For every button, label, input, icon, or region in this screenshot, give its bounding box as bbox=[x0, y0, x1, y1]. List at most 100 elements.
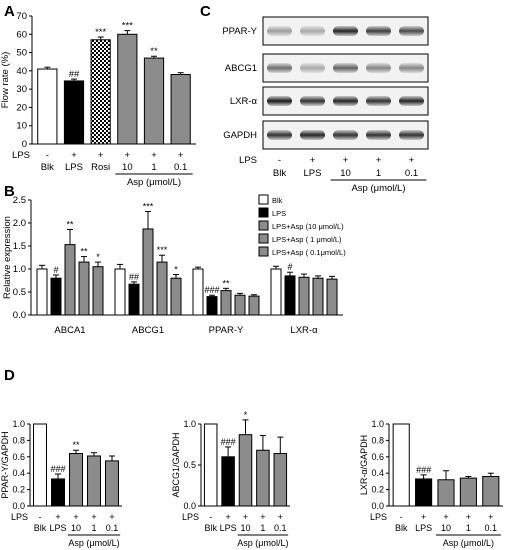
bar-ABCA1-2 bbox=[64, 244, 76, 316]
y-tick-label: 1.0 bbox=[13, 264, 26, 275]
bar-ABCA1-1 bbox=[50, 277, 62, 316]
category-label: Rosi bbox=[91, 162, 110, 173]
blot-band bbox=[365, 130, 392, 140]
bar-1 bbox=[256, 449, 270, 507]
y-axis-label: Flow rate (%) bbox=[0, 52, 11, 108]
legend-swatch bbox=[258, 207, 269, 218]
significance-mark: * bbox=[96, 252, 100, 262]
chart-d3: 0.00.20.40.60.81.0LXR-α/GAPDH-Blk###+LPS… bbox=[359, 419, 503, 548]
category-label: 0.1 bbox=[485, 523, 498, 533]
chart-d2: 0.00.51.0ABCG1/GAPDH-Blk###+LPS*+10+1+0.… bbox=[171, 410, 290, 548]
bar-0.1 bbox=[170, 74, 191, 145]
significance-mark: ### bbox=[416, 465, 431, 475]
bar-0.1 bbox=[105, 460, 119, 507]
blot-band bbox=[299, 26, 326, 36]
y-tick-label: 0.0 bbox=[183, 501, 196, 511]
significance-mark: *** bbox=[157, 245, 168, 255]
bar-PPAR-Υ-1 bbox=[206, 296, 218, 316]
bar-10 bbox=[117, 33, 138, 145]
bar-1 bbox=[87, 455, 101, 507]
bar-Blk bbox=[203, 423, 218, 507]
bar-LXR-α-4 bbox=[326, 278, 338, 316]
y-tick-label: 0.2 bbox=[371, 485, 384, 495]
y-tick-label: 0.0 bbox=[371, 501, 384, 511]
legend-label: LPS+Asp ( 0.1μmol/L) bbox=[272, 248, 346, 257]
lps-sign: + bbox=[98, 150, 104, 161]
y-tick-label: 30 bbox=[16, 84, 27, 95]
blot-band bbox=[266, 63, 293, 73]
bar-ABCA1-4 bbox=[92, 266, 104, 316]
lps-row-label: LPS bbox=[239, 155, 257, 166]
y-tick-label: 60 bbox=[16, 29, 27, 40]
y-tick-label: 1.0 bbox=[183, 419, 196, 429]
bar-LXR-α-3 bbox=[312, 277, 324, 316]
y-tick-label: 0.5 bbox=[183, 460, 196, 470]
category-label: 1 bbox=[466, 523, 471, 533]
blot-band bbox=[398, 26, 425, 36]
bar-0.1 bbox=[273, 453, 288, 507]
panel-label-a: A bbox=[4, 3, 15, 20]
y-tick-label: 0.0 bbox=[12, 501, 25, 511]
lps-sign: + bbox=[125, 150, 131, 161]
y-axis-label: ABCG1/GAPDH bbox=[171, 432, 181, 497]
blot-band bbox=[332, 130, 359, 140]
y-tick-label: 20 bbox=[16, 102, 27, 113]
panel-label-d: D bbox=[4, 367, 15, 384]
bar-LXR-α-2 bbox=[298, 276, 310, 316]
blot-band bbox=[266, 96, 293, 106]
y-tick-label: 0.8 bbox=[371, 435, 384, 445]
lps-row-label: LPS bbox=[12, 150, 30, 161]
panel-label-b: B bbox=[4, 183, 15, 200]
significance-mark: # bbox=[53, 265, 58, 275]
lps-sign: - bbox=[278, 155, 281, 166]
lps-row-label: LPS bbox=[182, 512, 199, 522]
asp-group-label: Asp (μmol/L) bbox=[351, 183, 405, 194]
western-blot-c: PPAR-Υ ABCG1 LXR-α GAPDH LPS - Blk + LPS +10 +1 +0.… bbox=[222, 16, 429, 194]
lps-sign: + bbox=[376, 155, 382, 166]
legend-swatch bbox=[258, 246, 269, 257]
blot-band bbox=[398, 63, 425, 73]
asp-group-label: Asp (μmol/L) bbox=[127, 177, 181, 188]
significance-mark: *** bbox=[143, 202, 154, 212]
chart-d1: 0.00.20.40.60.81.0PPAR-Υ/GAPDH-Blk###+LP… bbox=[0, 419, 122, 548]
legend-label: LPS+Asp (10 μmol/L) bbox=[272, 222, 344, 231]
lps-sign: + bbox=[243, 512, 248, 522]
lps-sign: + bbox=[71, 150, 77, 161]
bar-PPAR-Υ-2 bbox=[220, 290, 232, 316]
blot-band bbox=[332, 96, 359, 106]
legend-label: LPS+Asp ( 1 μmol/L) bbox=[272, 235, 342, 244]
bar-ABCA1-3 bbox=[78, 261, 90, 316]
category-label: LPS bbox=[65, 162, 83, 173]
blot-band bbox=[299, 63, 326, 73]
significance-mark: # bbox=[287, 262, 292, 272]
y-tick-label: 0.4 bbox=[371, 468, 384, 478]
y-tick-label: 0.6 bbox=[12, 452, 25, 462]
y-tick-label: 0.5 bbox=[13, 287, 26, 298]
lps-sign: + bbox=[91, 512, 96, 522]
lane-label: 1 bbox=[376, 168, 381, 179]
category-label: 1 bbox=[91, 523, 96, 533]
bar-Blk bbox=[392, 423, 410, 507]
bar-10 bbox=[238, 434, 253, 507]
category-label: Blk bbox=[395, 523, 408, 533]
significance-mark: *** bbox=[122, 21, 133, 32]
significance-mark: ** bbox=[222, 278, 230, 288]
lps-sign: + bbox=[466, 512, 471, 522]
bar-PPAR-Υ-4 bbox=[248, 295, 260, 316]
blot-band bbox=[365, 96, 392, 106]
lane-label: LPS bbox=[304, 168, 322, 179]
significance-mark: ### bbox=[204, 285, 219, 295]
category-label: LPS bbox=[415, 523, 432, 533]
bar-Blk bbox=[33, 423, 47, 507]
lps-sign: + bbox=[409, 155, 415, 166]
category-label: Blk bbox=[204, 523, 217, 533]
bar-LPS bbox=[221, 456, 235, 507]
significance-mark: * bbox=[174, 265, 178, 275]
blot-band bbox=[332, 63, 359, 73]
lps-sign: + bbox=[151, 150, 157, 161]
significance-mark: ** bbox=[66, 219, 74, 229]
significance-mark: ## bbox=[69, 69, 80, 80]
